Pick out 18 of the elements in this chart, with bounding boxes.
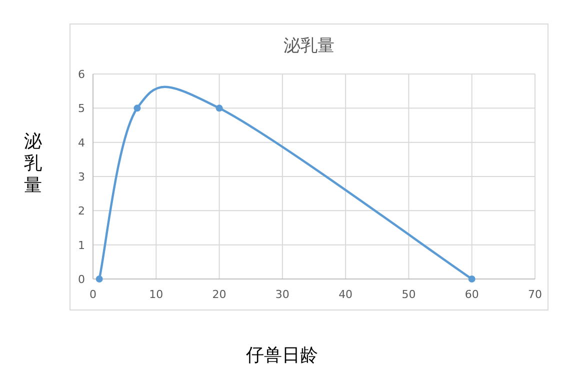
x-tick-label: 50 bbox=[402, 288, 416, 301]
chart-title: 泌乳量 bbox=[284, 36, 334, 56]
x-tick-label: 20 bbox=[212, 288, 226, 301]
x-tick-label: 40 bbox=[338, 288, 353, 301]
y-tick-label: 3 bbox=[78, 170, 85, 184]
y-tick-label: 4 bbox=[78, 136, 85, 150]
y-tick-label: 5 bbox=[78, 102, 85, 116]
y-axis-title: 泌乳量 bbox=[24, 131, 42, 196]
x-tick-label: 60 bbox=[464, 288, 479, 301]
x-tick-label: 30 bbox=[275, 288, 290, 301]
y-tick-label: 1 bbox=[78, 238, 85, 252]
y-tick-label: 0 bbox=[78, 273, 85, 286]
x-tick-label: 0 bbox=[90, 288, 96, 301]
x-axis-title: 仔兽日龄 bbox=[246, 345, 318, 366]
x-tick-label: 10 bbox=[149, 288, 164, 301]
y-tick-label: 6 bbox=[78, 68, 85, 81]
x-tick-label: 70 bbox=[528, 288, 542, 301]
y-tick-label: 2 bbox=[78, 204, 85, 218]
